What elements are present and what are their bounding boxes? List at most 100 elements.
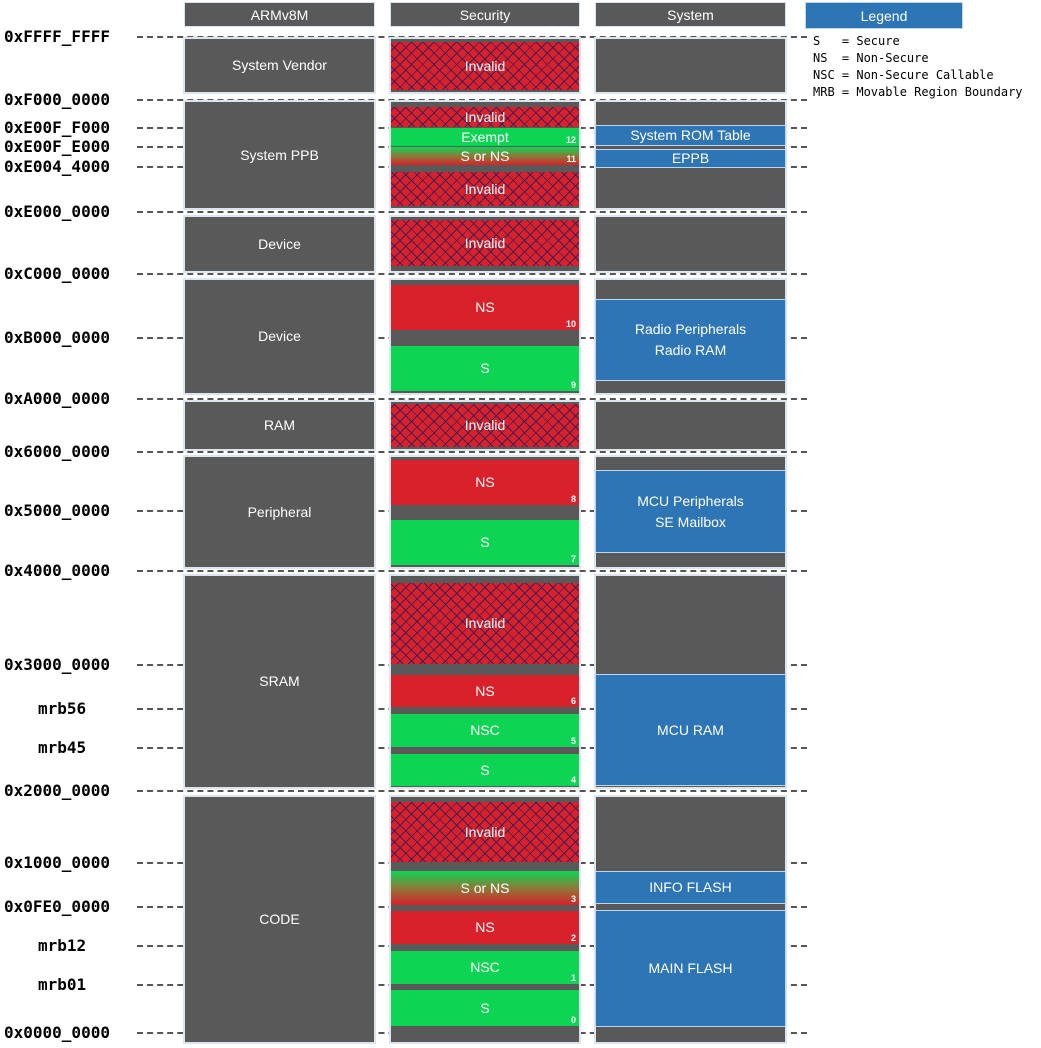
security-block-label: S <box>480 761 490 778</box>
address-label: 0x6000_0000 <box>4 442 110 461</box>
address-label: 0xFFFF_FFFF <box>4 27 110 46</box>
boundary-line <box>137 790 807 792</box>
system-block-rom-table: System ROM Table <box>596 126 785 145</box>
system-block-label: Radio RAM <box>654 342 727 358</box>
region-index: 11 <box>566 154 576 164</box>
armv8m-region-sram: SRAM <box>185 576 374 787</box>
security-block-label: NS <box>475 682 495 699</box>
security-block-label: Invalid <box>464 417 506 433</box>
security-block-invalid: Invalid <box>391 583 579 664</box>
boundary-line <box>137 211 807 213</box>
legend-item-mrb: MRB = Movable Region Boundary <box>813 85 1023 99</box>
address-label: 0xE00F_E000 <box>4 137 110 156</box>
legend-item-non-secure: NS = Non-Secure <box>813 51 929 65</box>
security-block-nsc: NSC 5 <box>391 714 579 747</box>
security-block-invalid: Invalid <box>391 220 579 266</box>
boundary-line <box>137 398 807 400</box>
region-index: 12 <box>565 135 576 145</box>
address-label: 0x1000_0000 <box>4 853 110 872</box>
address-label: 0xE00F_F000 <box>4 118 110 137</box>
region-index: 1 <box>570 973 576 983</box>
security-block-label: Invalid <box>464 615 506 631</box>
mrb-label: mrb56 <box>38 699 87 718</box>
region-index: 8 <box>570 494 576 504</box>
address-label: 0xF000_0000 <box>4 90 110 109</box>
armv8m-region-code: CODE <box>185 797 374 1042</box>
security-block-exempt: Exempt 12 <box>391 128 579 146</box>
security-block-label: NSC <box>470 722 500 738</box>
security-block-ns: NS 10 <box>391 285 579 330</box>
region-index: 9 <box>570 380 576 390</box>
address-label: 0x5000_0000 <box>4 501 110 520</box>
mrb-label: mrb01 <box>38 975 87 994</box>
region-index: 10 <box>565 319 576 329</box>
address-label: 0x4000_0000 <box>4 561 110 580</box>
system-block-label: SE Mailbox <box>655 513 726 530</box>
region-index: 2 <box>570 933 576 943</box>
security-block-label: Invalid <box>464 57 506 74</box>
mrb-label: mrb12 <box>38 936 87 955</box>
boundary-line <box>137 273 807 275</box>
system-block-mcu-peripherals: MCU Peripherals SE Mailbox <box>596 471 785 552</box>
security-block-invalid: Invalid <box>391 802 579 862</box>
security-block-label: S or NS <box>460 879 510 896</box>
system-region-background <box>596 402 785 449</box>
boundary-line <box>137 451 807 453</box>
security-block-label: S or NS <box>460 147 510 164</box>
system-block-eppb: EPPB <box>596 150 785 167</box>
region-index: 3 <box>570 894 576 904</box>
legend-item-nsc: NSC = Non-Secure Callable <box>813 68 994 82</box>
address-label: 0xA000_0000 <box>4 389 110 408</box>
security-block-ns: NS 6 <box>391 675 579 707</box>
system-region-background <box>596 217 785 271</box>
legend-header: Legend <box>806 3 962 28</box>
system-block-label: Radio Peripherals <box>634 321 747 337</box>
system-block-main-flash: MAIN FLASH <box>596 911 785 1026</box>
armv8m-region-peripheral: Peripheral <box>185 457 374 567</box>
security-block-invalid: Invalid <box>391 172 579 206</box>
system-block-radio: Radio Peripherals Radio RAM <box>596 300 785 380</box>
security-block-label: S <box>480 360 490 376</box>
security-block-invalid: Invalid <box>391 107 579 127</box>
address-label: 0xB000_0000 <box>4 328 110 347</box>
armv8m-region-system-ppb: System PPB <box>185 102 374 208</box>
security-block-label: Invalid <box>464 823 506 840</box>
boundary-line <box>137 570 807 572</box>
security-block-invalid: Invalid <box>391 42 579 90</box>
security-block-ns: NS 2 <box>391 911 579 944</box>
security-block-label: NSC <box>470 959 500 975</box>
address-label: 0x3000_0000 <box>4 655 110 674</box>
security-block-label: Invalid <box>464 180 506 197</box>
security-block-label: NS <box>475 919 495 935</box>
security-column-header: Security <box>391 3 579 26</box>
region-index: 6 <box>570 696 576 706</box>
address-label: 0x2000_0000 <box>4 781 110 800</box>
armv8m-region-ram: RAM <box>185 402 374 449</box>
armv8m-region-device-lower: Device <box>185 280 374 393</box>
address-label: 0xE000_0000 <box>4 202 110 221</box>
system-column-header: System <box>596 3 785 26</box>
system-block-label: MCU Peripherals <box>637 492 744 509</box>
mrb-label: mrb45 <box>38 738 87 757</box>
address-label: 0xC000_0000 <box>4 264 110 283</box>
security-block-label: NS <box>475 299 495 315</box>
security-block-label: S <box>480 999 490 1016</box>
region-index: 0 <box>570 1015 576 1025</box>
security-block-ns: NS 8 <box>391 460 579 505</box>
security-block-label: S <box>480 534 490 550</box>
armv8m-region-system-vendor: System Vendor <box>185 39 374 92</box>
legend-item-secure: S = Secure <box>813 34 900 48</box>
legend-list: S = Secure NS = Non-Secure NSC = Non-Sec… <box>813 33 1023 101</box>
boundary-line <box>137 36 807 38</box>
security-block-nsc: NSC 1 <box>391 951 579 984</box>
security-block-s-or-ns: S or NS 3 <box>391 871 579 905</box>
address-label: 0x0FE0_0000 <box>4 897 110 916</box>
security-block-label: NS <box>475 474 495 490</box>
region-index: 7 <box>570 554 576 564</box>
armv8m-region-device-upper: Device <box>185 217 374 271</box>
system-region-background <box>596 39 785 92</box>
address-label: 0x0000_0000 <box>4 1023 110 1042</box>
